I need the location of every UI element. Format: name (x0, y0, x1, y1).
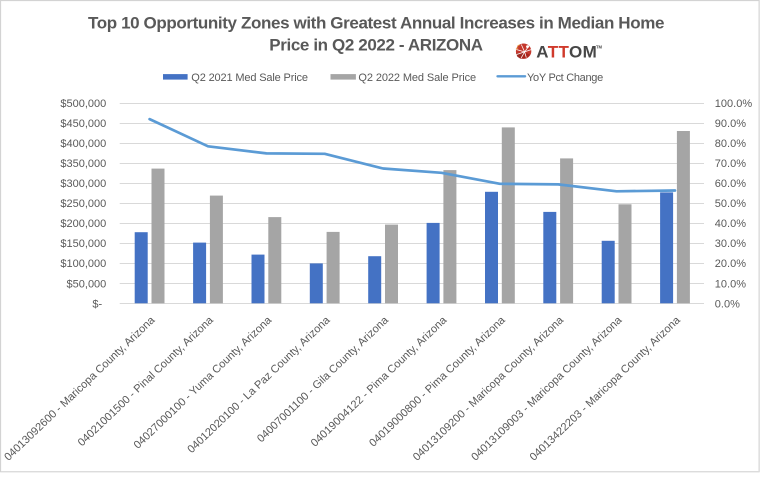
svg-text:30.0%: 30.0% (715, 238, 746, 250)
svg-text:$-: $- (92, 298, 102, 310)
svg-text:Q2 2022 Med Sale Price: Q2 2022 Med Sale Price (358, 72, 476, 84)
svg-text:0.0%: 0.0% (715, 298, 740, 310)
svg-text:90.0%: 90.0% (715, 118, 746, 130)
svg-text:20.0%: 20.0% (715, 258, 746, 270)
svg-text:$450,000: $450,000 (60, 118, 106, 130)
svg-text:60.0%: 60.0% (715, 178, 746, 190)
svg-text:50.0%: 50.0% (715, 198, 746, 210)
svg-text:$150,000: $150,000 (60, 238, 106, 250)
svg-text:70.0%: 70.0% (715, 158, 746, 170)
svg-text:YoY Pct Change: YoY Pct Change (527, 72, 603, 84)
svg-text:40.0%: 40.0% (715, 218, 746, 230)
svg-text:100.0%: 100.0% (715, 98, 753, 110)
svg-text:$50,000: $50,000 (67, 278, 107, 290)
svg-text:ATTOM: ATTOM (536, 42, 597, 61)
svg-text:$300,000: $300,000 (60, 178, 106, 190)
svg-text:$500,000: $500,000 (60, 98, 106, 110)
svg-text:80.0%: 80.0% (715, 138, 746, 150)
svg-text:$400,000: $400,000 (60, 138, 106, 150)
svg-text:$250,000: $250,000 (60, 198, 106, 210)
svg-text:Q2 2021 Med Sale Price: Q2 2021 Med Sale Price (191, 72, 308, 84)
svg-text:TM: TM (596, 45, 603, 50)
svg-text:$100,000: $100,000 (60, 258, 106, 270)
svg-text:Price in Q2 2022 - ARIZONA: Price in Q2 2022 - ARIZONA (269, 36, 482, 55)
svg-text:Top 10 Opportunity Zones with: Top 10 Opportunity Zones with Greatest A… (88, 13, 664, 32)
svg-text:10.0%: 10.0% (715, 278, 746, 290)
svg-text:$350,000: $350,000 (60, 158, 106, 170)
svg-text:$200,000: $200,000 (60, 218, 106, 230)
